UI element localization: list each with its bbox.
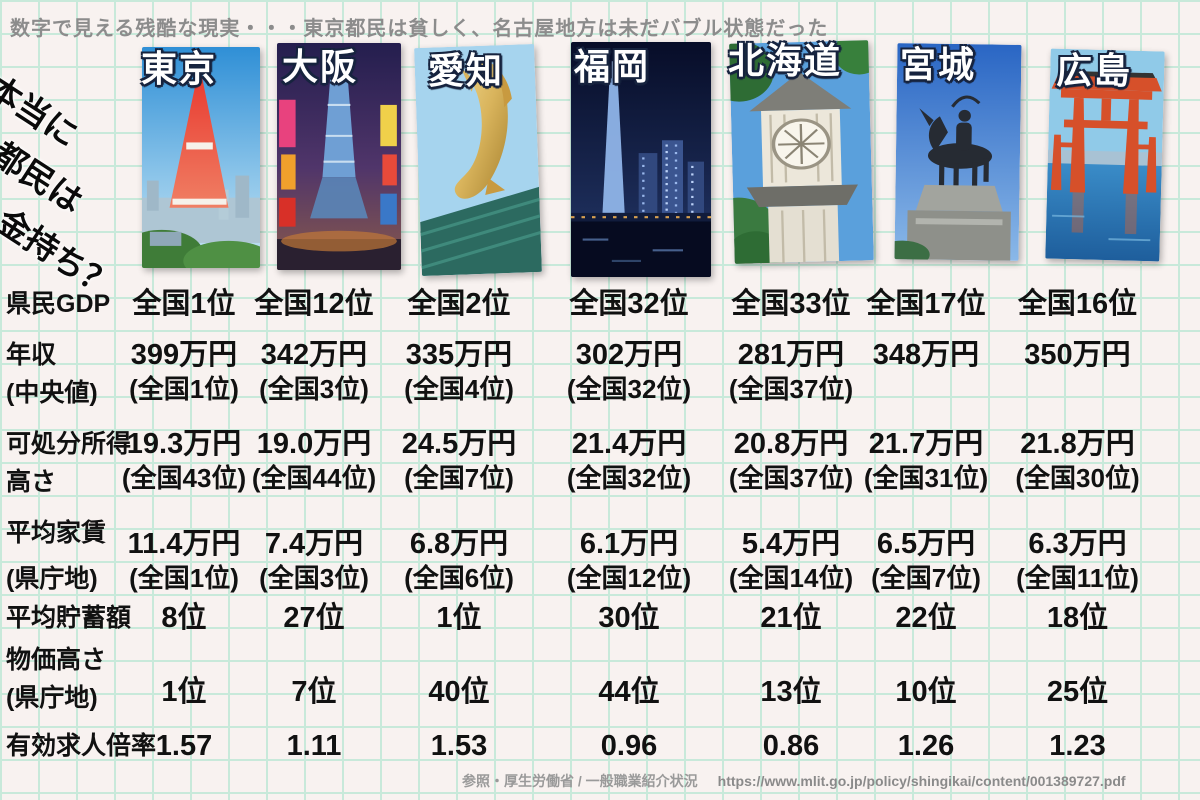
table-cell: 1.57 (155, 730, 213, 762)
table-cell: 40位 (428, 676, 490, 708)
column-header-miyagi: 宮城 (900, 44, 977, 85)
osaka-neon-photo (277, 43, 401, 270)
table-cell: 7.4万円 (全国3位) (259, 528, 369, 594)
table-cell: 1.26 (897, 730, 955, 762)
column-header-hokkaido: 北海道 (728, 40, 843, 81)
table-cell: 5.4万円 (全国14位) (728, 528, 854, 594)
page-title: 数字で見える残酷な現実・・・東京都民は貧しく、名古屋地方は未だバブル状態だった (10, 18, 829, 40)
table-cell: 22位 (895, 602, 957, 634)
row-label: 平均貯蓄額 (6, 604, 132, 632)
table-row-rent: 平均家賃 (県庁地) 11.4万円 (全国1位) 7.4万円 (全国3位) 6.8万円… (0, 510, 1165, 598)
table-cell: 全国16位 (1017, 288, 1138, 320)
table-cell: 348万円 (872, 339, 980, 371)
table-cell: 13位 (760, 676, 822, 708)
table-cell: 6.8万円 (全国6位) (404, 528, 514, 594)
table-cell: 10位 (895, 676, 957, 708)
row-label: 物価高さ (県庁地) (6, 646, 107, 712)
column-header-hiroshima: 広島 (1056, 50, 1133, 91)
table-cell: 1.53 (430, 730, 488, 762)
table-row-price-level: 物価高さ (県庁地) 1位 7位 40位 44位 13位 10位 25位 (0, 642, 1165, 724)
source-citation: 参照・厚生労働省 / 一般職業紹介状況 (462, 773, 698, 789)
table-cell: 399万円 (全国1位) (129, 339, 239, 405)
table-cell: 19.3万円 (全国43位) (121, 428, 247, 494)
table-cell: 1.11 (286, 730, 342, 762)
source-footer: 参照・厚生労働省 / 一般職業紹介状況 https://www.mlit.go.… (462, 771, 1126, 791)
column-header-fukuoka: 福岡 (574, 46, 651, 87)
table-cell: 342万円 (全国3位) (259, 339, 369, 405)
row-label: 年収 (中央値) (6, 341, 98, 407)
table-cell: 21.7万円 (全国31位) (863, 428, 989, 494)
table-cell: 0.86 (762, 730, 820, 762)
table-cell: 30位 (598, 602, 660, 634)
table-cell: 全国17位 (866, 288, 986, 320)
table-cell: 1位 (161, 676, 207, 708)
table-cell: 6.3万円 (全国11位) (1016, 528, 1139, 594)
table-cell: 44位 (598, 676, 660, 708)
fukuoka-night-photo (571, 42, 711, 277)
table-cell: 1.23 (1049, 730, 1106, 762)
table-cell: 全国32位 (569, 288, 689, 320)
table-cell: 21.8万円 (全国30位) (1015, 428, 1140, 494)
row-label: 平均家賃 (県庁地) (6, 519, 107, 594)
hiroshima-torii-photo (1045, 48, 1165, 262)
table-cell: 8位 (161, 602, 207, 634)
table-cell: 350万円 (1024, 339, 1131, 371)
table-cell: 全国33位 (731, 288, 851, 320)
table-cell: 19.0万円 (全国44位) (251, 428, 377, 494)
table-cell: 全国12位 (254, 288, 374, 320)
tokyo-tower-photo (142, 47, 260, 268)
table-cell: 302万円 (全国32位) (566, 339, 692, 405)
table-cell: 21位 (760, 602, 822, 634)
table-cell: 全国2位 (407, 288, 511, 320)
table-cell: 25位 (1046, 676, 1109, 708)
table-cell: 1位 (436, 602, 482, 634)
aichi-shachihoko-photo (414, 43, 542, 277)
table-row-gdp: 県民GDP 全国1位 全国12位 全国2位 全国32位 全国33位 全国17位 … (0, 286, 1165, 332)
row-label: 県民GDP (6, 290, 111, 318)
table-cell: 20.8万円 (全国37位) (728, 428, 854, 494)
row-label: 有効求人倍率 (6, 732, 157, 760)
table-row-savings: 平均貯蓄額 8位 27位 1位 30位 21位 22位 18位 (0, 600, 1165, 642)
table-row-income: 年収 (中央値) 399万円 (全国1位) 342万円 (全国3位) 335万円 (全国… (0, 337, 1165, 427)
table-cell: 全国1位 (132, 288, 236, 320)
table-cell: 281万円 (全国37位) (728, 339, 854, 405)
table-row-job-openings-ratio: 有効求人倍率 1.57 1.11 1.53 0.96 0.86 1.26 1.2… (0, 728, 1165, 770)
column-header-osaka: 大阪 (282, 46, 359, 87)
table-cell: 11.4万円 (全国1位) (127, 528, 241, 594)
row-label: 可処分所得 高さ (6, 430, 132, 496)
source-url: https://www.mlit.go.jp/policy/shingikai/… (717, 773, 1126, 789)
table-row-disposable-income: 可処分所得 高さ 19.3万円 (全国43位) 19.0万円 (全国44位) 24.5… (0, 426, 1165, 512)
table-cell: 18位 (1046, 602, 1109, 634)
table-cell: 27位 (283, 602, 345, 634)
table-cell: 0.96 (600, 730, 658, 762)
column-header-aichi: 愛知 (428, 50, 505, 91)
table-cell: 335万円 (全国4位) (404, 339, 514, 405)
column-header-tokyo: 東京 (141, 48, 218, 89)
table-cell: 7位 (291, 676, 337, 708)
table-cell: 6.5万円 (全国7位) (871, 528, 981, 594)
table-cell: 24.5万円 (全国7位) (401, 428, 517, 494)
table-cell: 6.1万円 (全国12位) (566, 528, 692, 594)
miyagi-statue-photo (894, 43, 1022, 261)
table-cell: 21.4万円 (全国32位) (566, 428, 692, 494)
